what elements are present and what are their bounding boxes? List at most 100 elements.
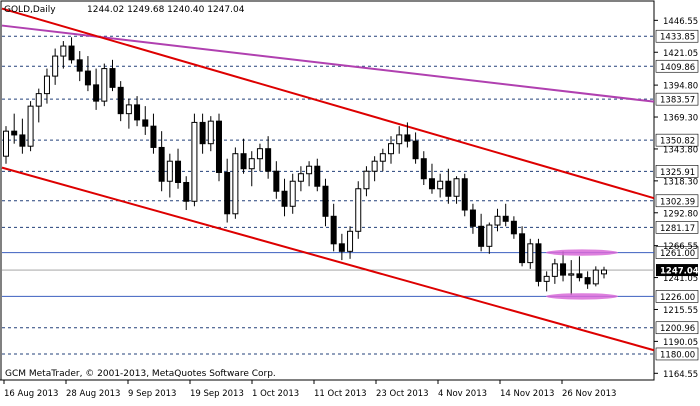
candle-bull [347,230,354,252]
current-price-box [656,264,698,277]
candle-bear [84,70,91,86]
candle-bear [445,180,452,197]
level-label: 1302.39 [660,197,695,207]
candle-bear [240,153,247,170]
candle-bull [27,105,34,147]
candle-bear [314,165,321,187]
candle-bear [404,134,411,142]
price-axis: 1433.85 1409.86 1383.57 1350.82 1325.91 1302.… [654,17,699,380]
y-tick-label: 1318.30 [663,177,698,187]
candle-bull [297,173,304,182]
x-tick-label: 16 Aug 2013 [4,389,58,399]
candle-bear [158,146,165,182]
candle-bull [248,158,255,170]
x-tick-label: 9 Sep 2013 [128,389,176,399]
time-axis: 16 Aug 2013 28 Aug 2013 9 Sep 2013 19 Sep 2… [0,379,654,399]
candle-bull [256,148,263,160]
candle-bear [11,130,18,136]
candles [3,37,607,296]
y-tick-label: 1266.55 [663,242,698,252]
level-label-box [655,221,699,234]
x-tick-label: 28 Aug 2013 [66,389,120,399]
level-label-box [655,59,699,73]
x-tick-label: 19 Sep 2013 [190,389,244,399]
candle-bear [502,215,509,222]
candle-bull [388,143,395,155]
price-zones [546,249,618,300]
level-label: 1383.57 [660,96,695,106]
candle-bull [379,153,386,162]
level-label-box [655,347,699,361]
candle-bear [322,185,329,217]
candle-bear [330,215,337,245]
candle-bear [469,209,476,227]
candle-bear [412,140,419,160]
candle-bull [60,45,67,57]
candle-bull [453,178,460,197]
candle-bull [527,243,534,264]
candle-bear [510,220,517,235]
level-label: 1409.86 [660,63,695,73]
candle-bear [461,178,468,211]
candle-bear [478,225,485,247]
channel-lower-line [1,166,655,352]
candle-bull [52,55,59,77]
candle-bull [568,273,575,276]
candle-bear [117,86,124,115]
level-label-box [655,194,699,208]
price-zone-ellipse [546,249,618,256]
x-tick-label: 11 Oct 2013 [314,389,367,399]
candle-bear [428,178,435,190]
candle-bull [543,275,550,282]
level-label: 1200.96 [660,324,695,334]
level-label-box [655,290,699,303]
candle-bear [93,84,100,102]
candle-bear [199,121,206,145]
candle-bull [355,188,362,232]
candle-bull [232,153,239,215]
horizontal-levels [2,35,654,355]
candle-bull [592,269,599,285]
y-tick-label: 1446.55 [663,17,698,27]
candle-bear [183,181,190,202]
candle-bull [306,165,313,175]
candle-bear [584,277,591,285]
level-label: 1180.00 [660,350,695,360]
level-label: 1433.85 [660,33,695,43]
x-tick-label: 14 Nov 2013 [500,389,554,399]
candle-bull [166,160,173,182]
candle-bull [437,180,444,190]
level-label-box [655,165,699,178]
candle-bear [68,45,75,61]
candle-bull [371,160,378,172]
copyright-footer: GCM MetaTrader, © 2001-2013, MetaQuotes … [5,369,276,379]
y-tick-label: 1369.30 [663,114,698,124]
candle-bull [43,75,50,95]
candle-bear [519,233,526,264]
candle-bull [101,68,108,102]
candle-bear [535,243,542,282]
candle-bull [396,134,403,145]
candle-bear [420,158,427,180]
y-tick-label: 1292.80 [663,209,698,219]
level-label-box [655,246,699,259]
candle-bull [3,130,9,157]
candle-bear [76,59,83,72]
candle-bull [289,180,296,207]
candle-bull [191,121,198,202]
candle-bull [363,170,370,190]
candle-bull [601,269,607,275]
candle-bear [150,125,157,148]
candle-bear [134,104,141,121]
trend-lines [1,7,655,352]
candle-bear [281,190,288,207]
y-tick-label: 1343.80 [663,145,698,155]
candle-bull [207,120,214,145]
level-label: 1350.82 [660,137,695,147]
candle-bear [142,119,149,127]
candle-bull [551,263,558,277]
x-tick-label: 23 Oct 2013 [376,389,429,399]
symbol-label: GOLD,Daily [4,5,56,15]
